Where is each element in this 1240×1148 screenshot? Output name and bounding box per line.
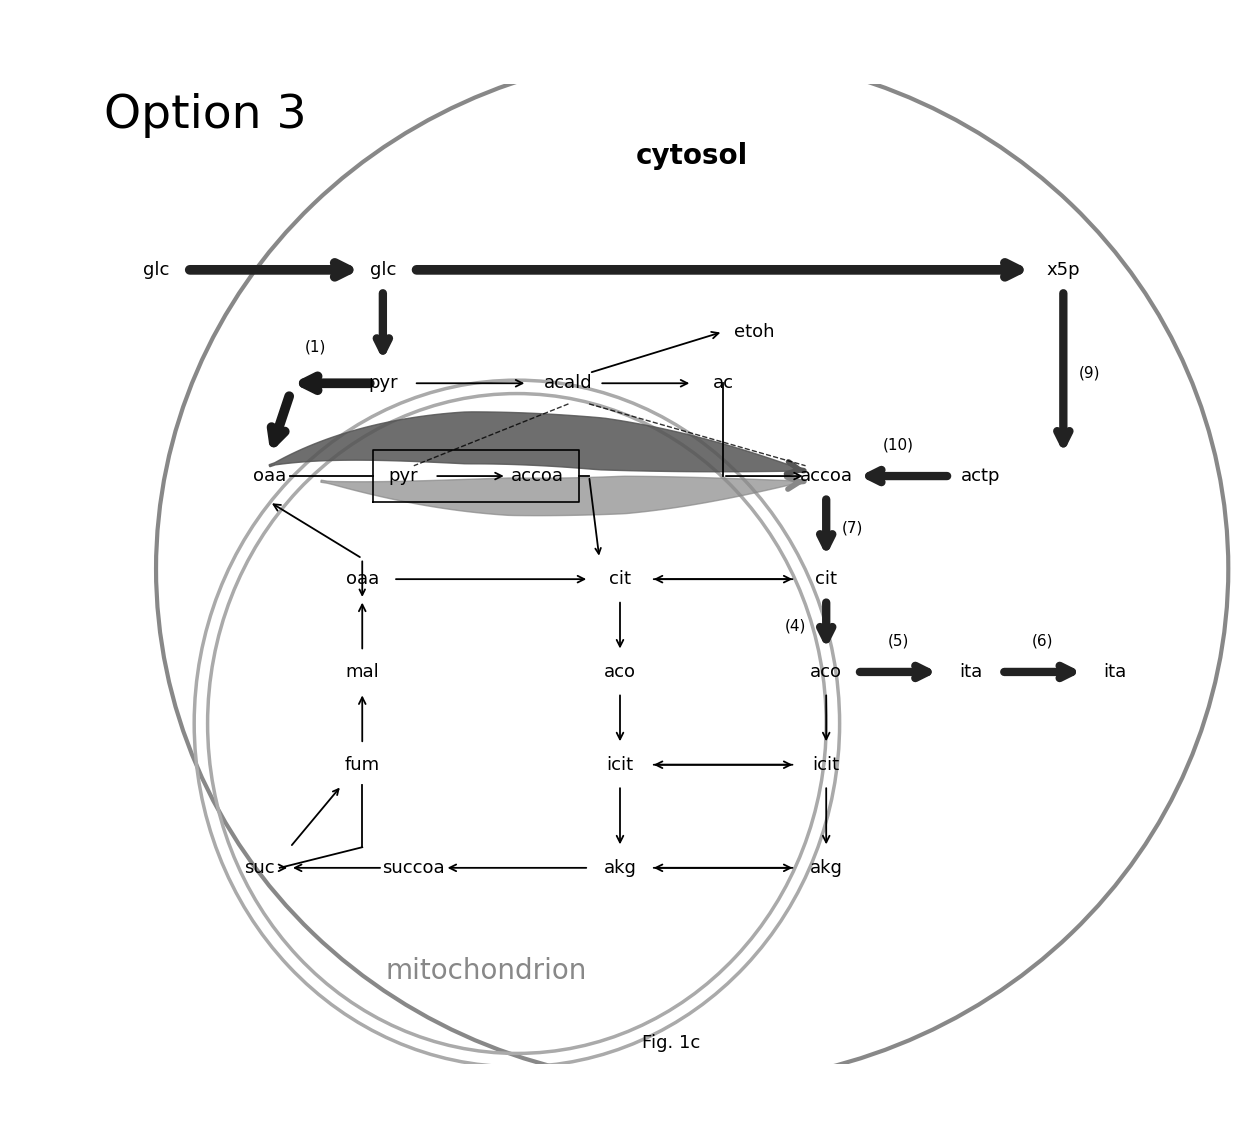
Text: pyr: pyr [368,374,398,393]
Text: icit: icit [812,755,839,774]
Polygon shape [321,476,806,515]
Text: cytosol: cytosol [636,142,748,170]
Text: aco: aco [810,662,842,681]
Text: akg: akg [604,859,636,877]
Text: x5p: x5p [1047,261,1080,279]
Text: ita: ita [959,662,982,681]
Text: pyr: pyr [388,467,418,486]
Polygon shape [269,412,806,472]
Text: accoa: accoa [800,467,853,486]
Text: mitochondrion: mitochondrion [386,957,587,985]
Text: (9): (9) [1079,365,1100,380]
Text: Fig. 1c: Fig. 1c [642,1034,701,1052]
Text: oaa: oaa [346,571,379,588]
Text: Option 3: Option 3 [104,93,308,138]
Text: ita: ita [1104,662,1126,681]
Text: accoa: accoa [511,467,564,486]
Text: cit: cit [815,571,837,588]
Text: ac: ac [713,374,734,393]
Text: suc: suc [244,859,274,877]
Text: acald: acald [544,374,593,393]
Text: (6): (6) [1032,634,1054,649]
Text: (4): (4) [785,618,806,633]
Text: cit: cit [609,571,631,588]
Text: fum: fum [345,755,379,774]
Text: aco: aco [604,662,636,681]
Text: (5): (5) [888,634,909,649]
Text: akg: akg [810,859,843,877]
Text: glc: glc [143,261,169,279]
Text: etoh: etoh [734,323,774,341]
Text: mal: mal [346,662,379,681]
Text: succoa: succoa [382,859,445,877]
Text: icit: icit [606,755,634,774]
Text: (7): (7) [841,520,863,535]
Text: (1): (1) [305,340,326,355]
Text: glc: glc [370,261,396,279]
Text: actp: actp [961,467,1001,486]
Text: oaa: oaa [253,467,286,486]
Text: (10): (10) [883,437,914,452]
